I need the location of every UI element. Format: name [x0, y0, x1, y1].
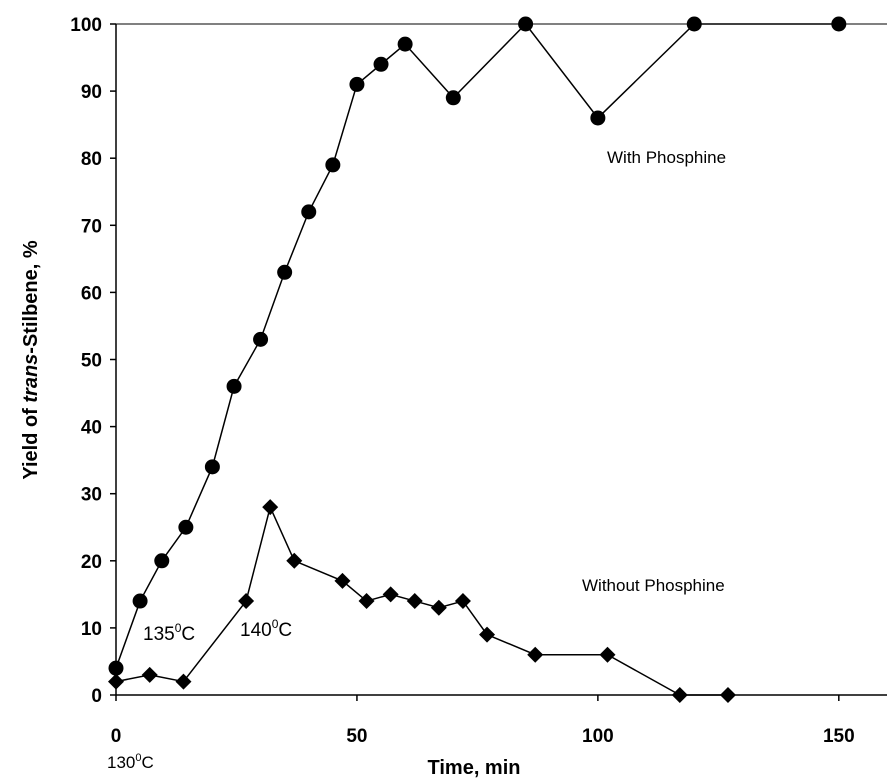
x-ticks: 0 50 100 150 [111, 695, 855, 747]
y-tick-label: 70 [81, 216, 102, 237]
temp-130-base: 130 [107, 753, 135, 772]
data-point-with-phosphine [590, 110, 606, 126]
data-point-with-phosphine [301, 204, 317, 220]
data-point-without-phosphine [599, 646, 616, 663]
data-point-without-phosphine [382, 586, 399, 603]
x-tick-label: 50 [346, 726, 367, 747]
data-point-with-phosphine [831, 16, 847, 32]
y-tick-label: 0 [91, 686, 102, 707]
data-point-with-phosphine [397, 36, 413, 52]
data-point-without-phosphine [262, 499, 279, 516]
y-tick-label: 20 [81, 552, 102, 573]
temp-annotation-130: 1300C [107, 752, 154, 772]
data-point-without-phosphine [108, 673, 124, 690]
data-point-with-phosphine [132, 593, 148, 609]
temp-135-sup: 0 [175, 621, 182, 635]
temp-130-sup: 0 [135, 752, 141, 764]
data-point-with-phosphine [325, 157, 341, 173]
y-tick-label: 100 [70, 15, 102, 36]
series-label-without-phosphine: Without Phosphine [582, 576, 725, 595]
temp-140-unit: C [278, 620, 292, 641]
temp-135-base: 135 [143, 624, 175, 645]
y-tick-label: 80 [81, 149, 102, 170]
data-point-with-phosphine [277, 264, 293, 280]
data-point-without-phosphine [479, 626, 496, 643]
y-ticks: 0 10 20 30 40 50 60 70 80 90 100 [70, 15, 116, 707]
data-point-without-phosphine [141, 666, 158, 683]
data-point-with-phosphine [226, 378, 242, 394]
series-label-with-phosphine: With Phosphine [607, 148, 726, 167]
y-axis-title-part-3: -Stilbene, % [20, 240, 42, 354]
data-point-without-phosphine [527, 646, 544, 663]
temp-annotation-140: 1400C [240, 617, 292, 641]
temp-annotation-135: 1350C [143, 621, 195, 645]
y-axis-title-part-1: Yield of [20, 403, 42, 480]
data-point-with-phosphine [686, 16, 702, 32]
data-point-with-phosphine [253, 331, 269, 347]
temp-140-base: 140 [240, 620, 272, 641]
y-tick-label: 10 [81, 619, 102, 640]
data-point-without-phosphine [406, 593, 423, 610]
data-point-without-phosphine [430, 599, 447, 616]
x-axis-title: Time, min [428, 757, 521, 779]
x-tick-label: 150 [823, 726, 855, 747]
data-point-with-phosphine [518, 16, 534, 32]
y-axis-title: Yield of trans-Stilbene, % [20, 240, 42, 480]
data-point-with-phosphine [373, 56, 389, 72]
x-tick-label: 0 [111, 726, 122, 747]
series-layer [108, 16, 847, 703]
series-line-with-phosphine [115, 22, 839, 669]
data-point-without-phosphine [175, 673, 192, 690]
data-point-without-phosphine [719, 687, 736, 703]
data-point-without-phosphine [286, 552, 303, 569]
data-point-without-phosphine [671, 687, 688, 703]
data-point-with-phosphine [178, 519, 194, 535]
y-tick-label: 30 [81, 485, 102, 506]
temp-140-sup: 0 [272, 617, 279, 631]
y-tick-label: 40 [81, 418, 102, 439]
data-point-with-phosphine [154, 553, 170, 569]
temp-130-unit: C [142, 753, 154, 772]
y-tick-label: 90 [81, 82, 102, 103]
y-tick-label: 60 [81, 283, 102, 304]
data-point-without-phosphine [358, 593, 375, 610]
data-point-with-phosphine [445, 90, 461, 106]
temp-135-unit: C [181, 624, 195, 645]
data-point-with-phosphine [349, 76, 365, 92]
x-tick-label: 100 [582, 726, 614, 747]
data-point-without-phosphine [238, 593, 255, 610]
data-point-with-phosphine [204, 459, 220, 475]
data-point-with-phosphine [108, 660, 124, 676]
y-tick-label: 50 [81, 351, 102, 372]
data-point-without-phosphine [454, 593, 471, 610]
y-axis-title-part-2: trans [20, 354, 42, 403]
data-point-without-phosphine [334, 572, 351, 589]
